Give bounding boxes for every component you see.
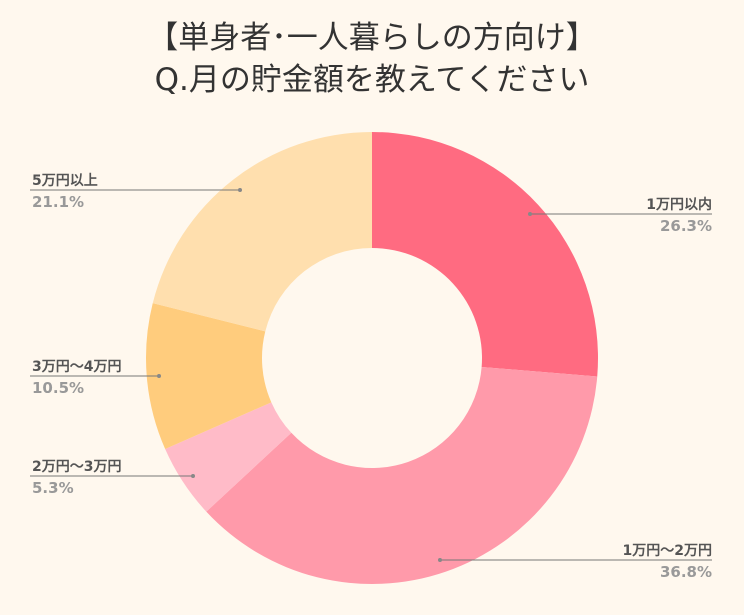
leader-dot: [438, 558, 442, 562]
leader-dot: [157, 374, 161, 378]
leader-dot: [528, 212, 532, 216]
leader-dot: [191, 474, 195, 478]
leader-dot: [238, 188, 242, 192]
category-label: 5万円以上: [32, 173, 98, 189]
donut-slice: [152, 131, 372, 332]
value-label: 26.3%: [659, 217, 712, 235]
category-label: 3万円～4万円: [32, 359, 122, 375]
chart-title: 【単身者･一人暮らしの方向け】: [147, 20, 597, 56]
value-label: 21.1%: [32, 193, 85, 211]
value-label: 10.5%: [32, 379, 85, 397]
category-label: 1万円以内: [646, 197, 712, 213]
donut-slice: [372, 132, 598, 377]
category-label: 2万円～3万円: [32, 459, 122, 475]
value-label: 5.3%: [32, 479, 74, 497]
chart-subtitle: Q.月の貯金額を教えてください: [154, 62, 590, 98]
value-label: 36.8%: [659, 563, 712, 581]
donut-slice: [146, 303, 272, 450]
donut-slice: [206, 366, 598, 585]
category-label: 1万円～2万円: [622, 543, 712, 559]
donut-slice: [165, 402, 292, 512]
